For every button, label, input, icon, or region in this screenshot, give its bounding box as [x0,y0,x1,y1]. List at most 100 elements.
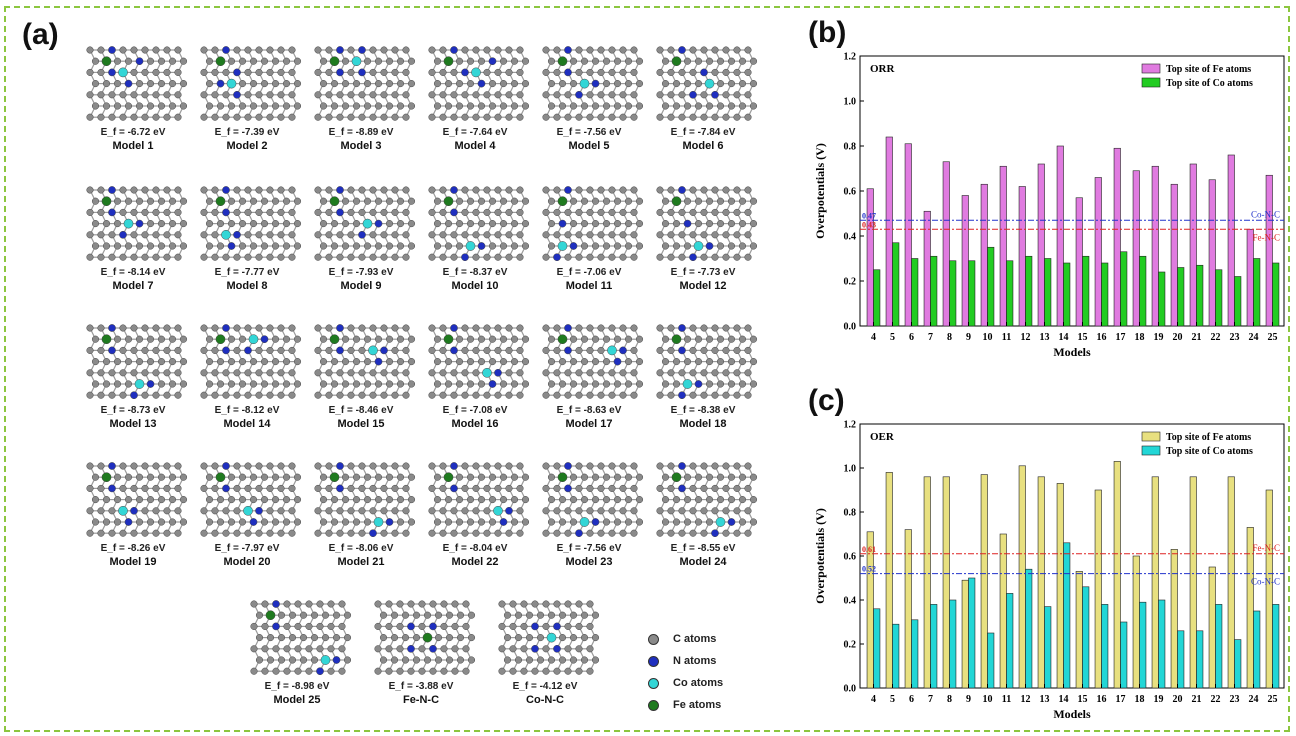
c-atom [738,473,747,481]
c-atom [586,113,594,121]
c-atom [277,324,285,332]
c-atom [488,242,497,250]
c-atom [113,496,122,504]
y-tick-label: 1.2 [844,420,857,431]
c-atom [494,68,502,76]
c-atom [135,80,144,88]
c-atom [325,507,333,515]
c-atom [488,358,497,366]
c-atom [271,496,280,504]
c-atom [385,380,394,388]
c-atom [86,391,94,399]
c-atom [233,208,241,216]
c-atom [553,391,561,399]
x-tick-label: 16 [1097,694,1107,705]
c-atom [580,380,589,388]
n-atom [249,518,258,526]
c-atom [402,346,410,354]
c-atom [591,634,600,642]
c-atom [86,186,94,194]
c-atom [694,496,703,504]
c-atom [325,68,333,76]
c-atom [97,391,105,399]
c-atom [168,57,177,65]
c-atom [619,208,627,216]
n-atom [336,462,344,470]
bar [1265,174,1273,327]
c-atom [597,507,605,515]
graphene-lattice [200,324,302,399]
c-atom [402,208,410,216]
c-atom [163,529,171,537]
n-atom [678,462,686,470]
co-atom [243,505,253,516]
c-atom [314,529,322,537]
c-atom [330,496,339,504]
c-atom [200,46,208,54]
c-atom [428,324,436,332]
c-atom [466,102,475,110]
c-atom [369,253,377,261]
graphene-lattice [656,46,758,121]
c-atom [521,380,530,388]
c-atom [586,231,594,239]
model-name: Model 15 [337,418,385,430]
model-name: Model 19 [109,556,157,568]
c-atom [347,346,355,354]
fe-atom [215,472,226,483]
c-atom [260,380,269,388]
n-atom [429,644,437,653]
panel-label-c: (c) [808,384,845,417]
c-atom [380,68,388,76]
c-atom [233,324,241,332]
bar [923,476,931,689]
c-atom [542,645,550,653]
formation-energy: E_f = -8.38 eV [670,405,736,416]
c-atom [358,484,366,492]
c-atom [483,208,491,216]
co-atom [118,505,128,516]
c-atom [580,358,589,366]
c-atom [288,529,296,537]
c-atom [619,113,627,121]
c-atom [700,462,708,470]
c-atom [694,197,703,205]
c-atom [141,346,149,354]
c-atom [374,242,383,250]
c-atom [727,473,736,481]
c-atom [179,220,188,228]
c-atom [130,324,138,332]
c-atom [238,80,247,88]
c-atom [461,391,469,399]
fe-atom [557,472,568,483]
c-atom [385,57,394,65]
n-atom [705,242,714,250]
c-atom [380,391,388,399]
graphene-lattice [374,600,476,675]
c-atom [141,529,149,537]
c-atom [575,369,583,377]
c-atom [352,335,361,343]
c-atom [407,518,416,526]
c-atom [352,473,361,481]
c-atom [455,335,464,343]
c-atom [363,197,372,205]
graphene-lattice [656,324,758,400]
c-atom [722,462,730,470]
c-atom [624,335,633,343]
c-atom [521,358,530,366]
c-atom [722,68,730,76]
co-atom [123,218,134,229]
c-atom [174,529,182,537]
c-atom [179,518,188,526]
c-atom [227,358,236,366]
c-atom [499,380,508,388]
x-tick-label: 14 [1059,694,1069,705]
c-atom [314,253,322,261]
c-atom [689,231,697,239]
c-atom [396,600,404,608]
c-atom [294,622,302,630]
n-atom [488,380,497,388]
c-atom [505,186,513,194]
model-structure: E_f = -8.55 eV Model 24 [648,460,758,580]
